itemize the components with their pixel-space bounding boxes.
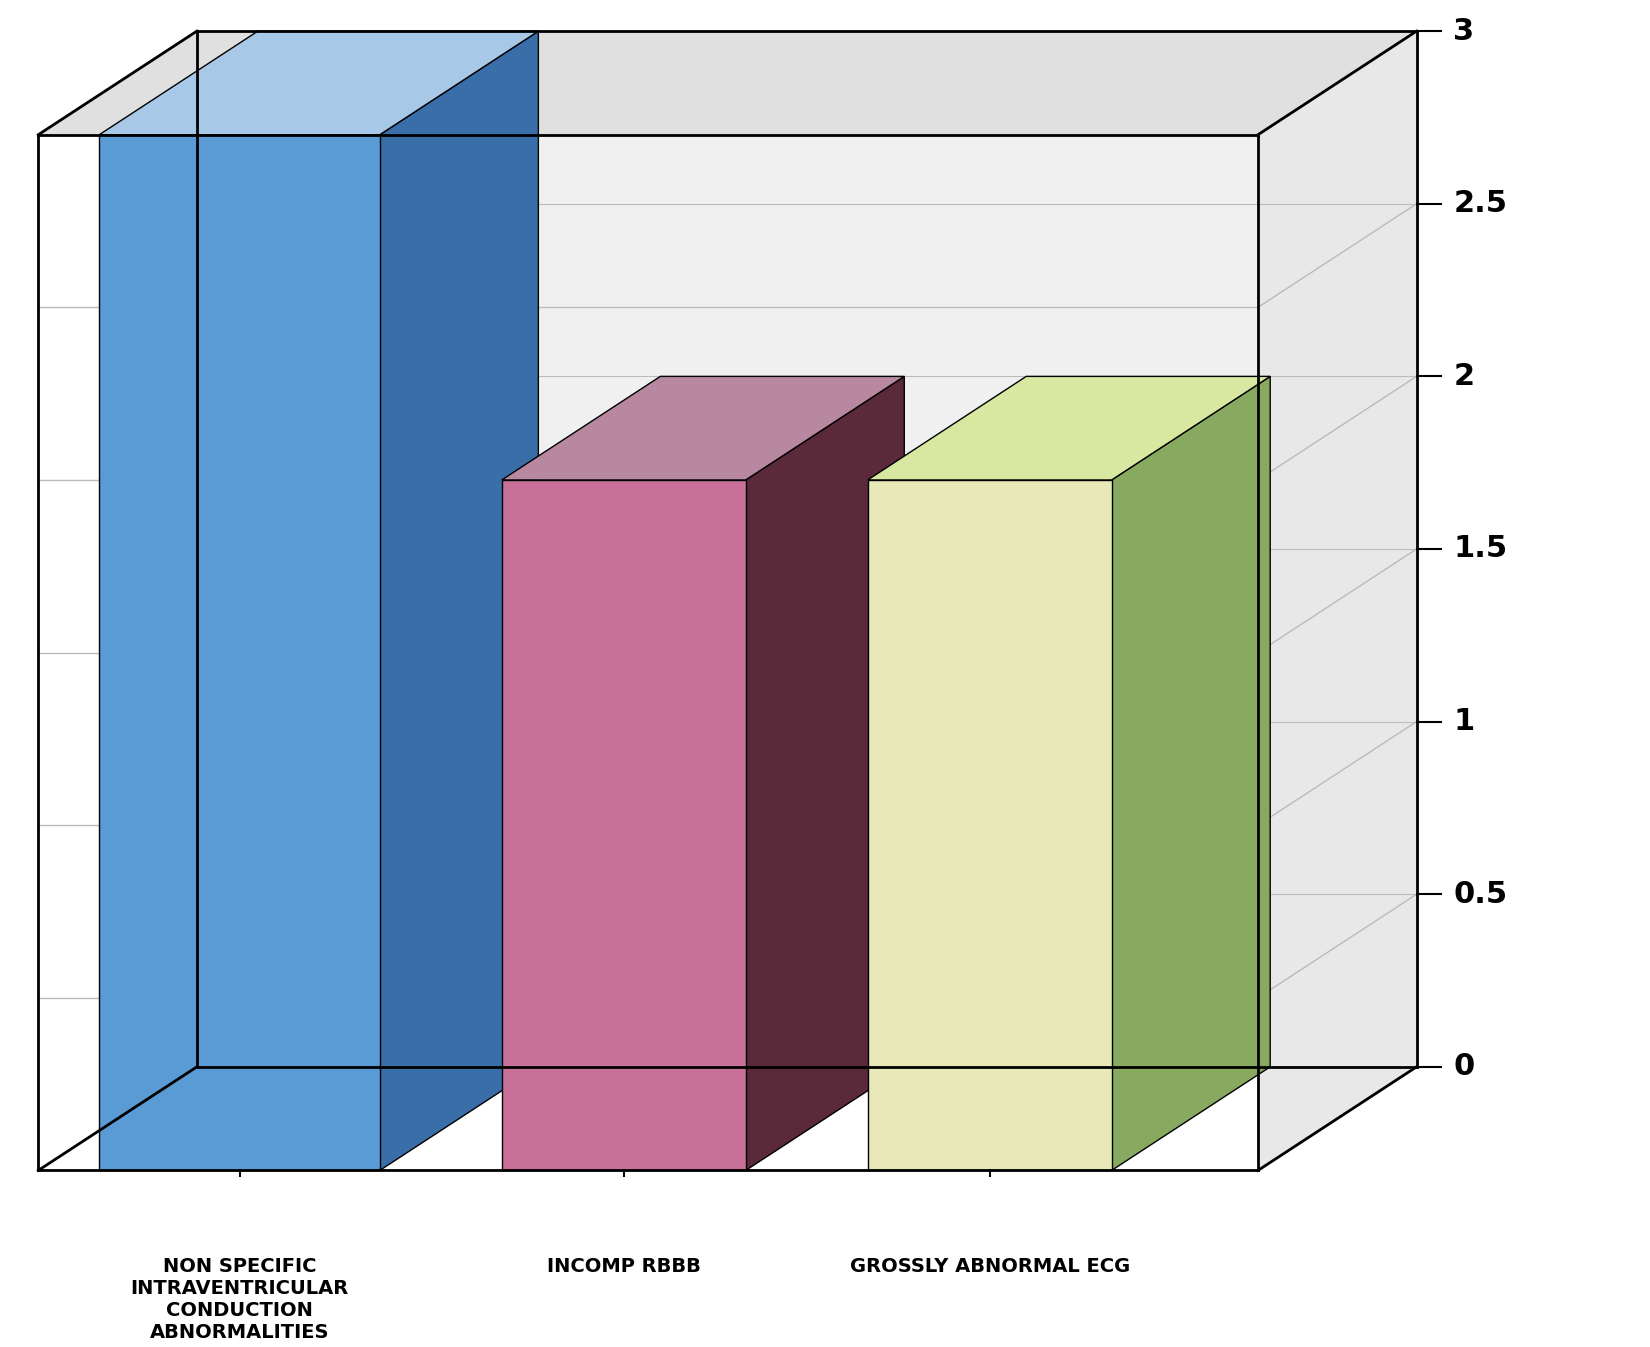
Polygon shape [746, 376, 904, 1171]
Text: NON SPECIFIC
INTRAVENTRICULAR
CONDUCTION
ABNORMALITIES: NON SPECIFIC INTRAVENTRICULAR CONDUCTION… [130, 1257, 348, 1342]
Polygon shape [1112, 376, 1270, 1171]
Text: 2.5: 2.5 [1454, 190, 1506, 218]
Polygon shape [868, 480, 1112, 1171]
Polygon shape [99, 31, 538, 135]
Polygon shape [196, 31, 1417, 1067]
Text: 1: 1 [1454, 707, 1475, 735]
Text: 2: 2 [1454, 362, 1475, 391]
Polygon shape [1257, 31, 1417, 1171]
Text: 0: 0 [1454, 1052, 1475, 1082]
Polygon shape [868, 376, 1270, 480]
Polygon shape [38, 31, 1417, 135]
Polygon shape [99, 135, 380, 1171]
Polygon shape [502, 376, 904, 480]
Text: GROSSLY ABNORMAL ECG: GROSSLY ABNORMAL ECG [850, 1257, 1130, 1276]
Text: 0.5: 0.5 [1454, 880, 1508, 909]
Text: INCOMP RBBB: INCOMP RBBB [546, 1257, 701, 1276]
Polygon shape [380, 31, 538, 1171]
Text: 3: 3 [1454, 16, 1475, 46]
Polygon shape [502, 480, 746, 1171]
Text: 1.5: 1.5 [1454, 535, 1508, 563]
